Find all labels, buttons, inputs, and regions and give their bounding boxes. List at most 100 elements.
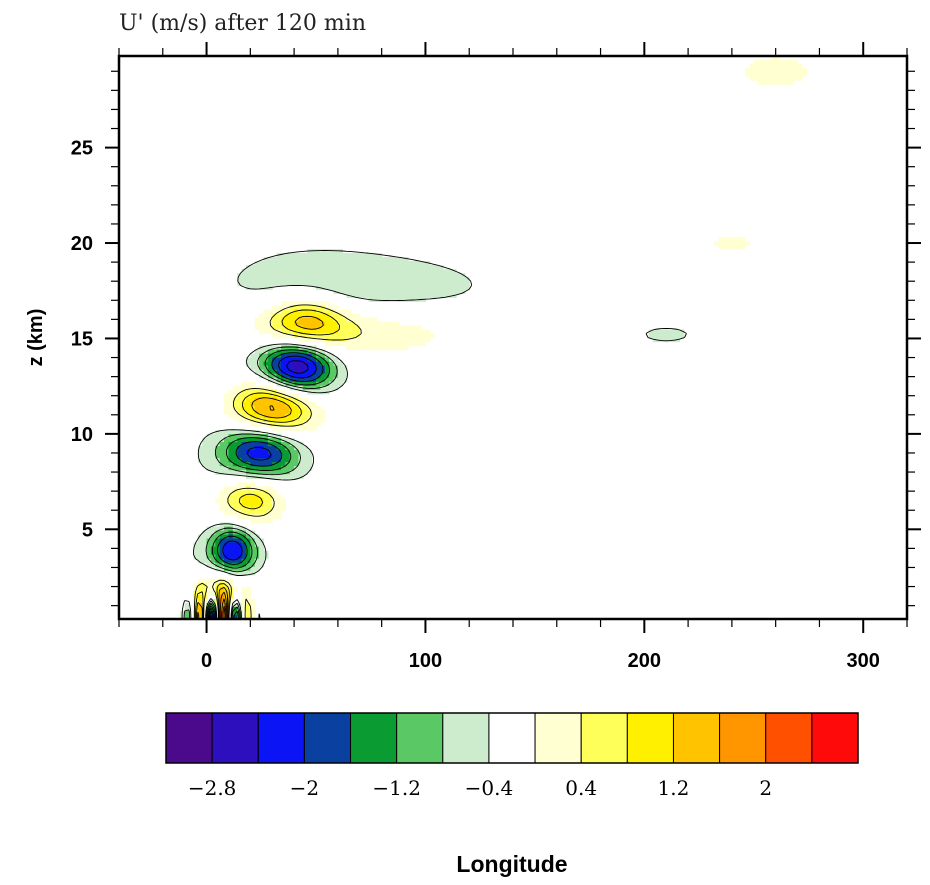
contour-cell	[237, 506, 243, 512]
contour-cell	[416, 281, 422, 286]
contour-cell	[399, 265, 405, 270]
contour-cell	[250, 462, 256, 467]
contour-cell	[320, 357, 326, 363]
contour-cell	[241, 598, 247, 604]
contour-cell	[289, 450, 295, 455]
contour-cell	[272, 405, 278, 411]
contour-cell	[412, 289, 418, 294]
contour-cell	[421, 289, 427, 294]
contour-cell	[355, 325, 361, 331]
contour-cell	[442, 269, 448, 274]
contour-cell	[259, 434, 265, 439]
contour-cell	[206, 586, 212, 592]
contour-cell	[245, 534, 251, 540]
contour-cell	[259, 421, 265, 427]
contour-cell	[425, 329, 431, 335]
contour-cell	[399, 273, 405, 278]
y-tick-label: 20	[71, 233, 93, 255]
contour-cell	[307, 277, 313, 282]
contour-cell	[224, 397, 230, 403]
contour-cell	[272, 490, 278, 495]
contour-cell	[311, 301, 317, 306]
contour-cell	[259, 385, 265, 391]
contour-cell	[429, 281, 435, 286]
contour-cell	[224, 550, 230, 556]
contour-cell	[289, 361, 295, 367]
contour-cell	[276, 450, 282, 455]
contour-cell	[381, 285, 387, 290]
contour-cell	[337, 257, 343, 262]
contour-cell	[329, 353, 335, 359]
contour-cell	[316, 377, 321, 383]
contour-cell	[250, 610, 256, 616]
contour-cell	[245, 458, 251, 463]
contour-cell	[228, 578, 234, 584]
contour-cell	[250, 558, 256, 564]
contour-cell	[259, 285, 265, 290]
contour-cell	[416, 329, 422, 335]
contour-cell	[259, 470, 265, 475]
contour-cell	[342, 273, 348, 278]
contour-cell	[250, 393, 256, 399]
contour-cell	[267, 466, 273, 471]
contour-cell	[294, 454, 300, 459]
contour-cell	[232, 458, 238, 463]
contour-cell	[197, 446, 203, 451]
contour-cell	[228, 490, 234, 495]
contour-cell	[342, 281, 348, 286]
contour-cell	[272, 365, 278, 371]
contour-cell	[294, 458, 300, 463]
contour-cell	[280, 277, 286, 282]
contour-cell	[215, 438, 221, 443]
contour-cell	[451, 289, 457, 294]
contour-cell	[250, 454, 256, 459]
contour-cell	[359, 253, 365, 258]
contour-line	[195, 309, 340, 619]
contour-cell	[280, 357, 286, 363]
contour-cell	[237, 434, 243, 439]
contour-cell	[245, 602, 251, 608]
contour-cell	[263, 397, 269, 403]
contour-cell	[224, 462, 230, 467]
contour-cell	[377, 321, 383, 327]
contour-cell	[289, 253, 295, 258]
contour-cell	[386, 261, 392, 266]
contour-cell	[311, 373, 317, 379]
contour-cell	[403, 257, 409, 262]
contour-cell	[316, 337, 321, 343]
contour-cell	[210, 546, 216, 552]
contour-cell	[254, 285, 260, 290]
contour-cell	[285, 313, 291, 318]
contour-cell	[285, 466, 291, 471]
contour-cell	[793, 60, 799, 65]
contour-cell	[311, 425, 317, 431]
contour-cell	[333, 277, 339, 282]
contour-cell	[285, 421, 291, 427]
contour-cell	[237, 490, 243, 495]
contour-cell	[447, 277, 453, 282]
contour-cell	[412, 293, 418, 298]
contour-cell	[329, 313, 335, 318]
contour-cell	[250, 538, 256, 544]
contour-cell	[206, 562, 212, 568]
contour-cell	[241, 277, 247, 282]
contour-cell	[241, 510, 247, 516]
contour-cell	[394, 329, 400, 335]
contour-cell	[372, 325, 378, 331]
contour-cell	[324, 285, 330, 290]
contour-cell	[237, 458, 243, 463]
contour-cell	[276, 421, 282, 427]
contour-cell	[316, 329, 321, 335]
contour-cell	[464, 281, 470, 286]
contour-cell	[219, 614, 225, 619]
contour-cell	[298, 442, 304, 447]
contour-cell	[351, 333, 356, 339]
contour-cell	[438, 273, 444, 278]
contour-cell	[259, 389, 265, 395]
contour-cell	[232, 490, 238, 495]
contour-cell	[416, 337, 422, 343]
contour-cell	[307, 417, 313, 423]
colorbar-box	[211, 712, 259, 764]
contour-line	[193, 304, 362, 619]
contour-cell	[298, 417, 304, 423]
